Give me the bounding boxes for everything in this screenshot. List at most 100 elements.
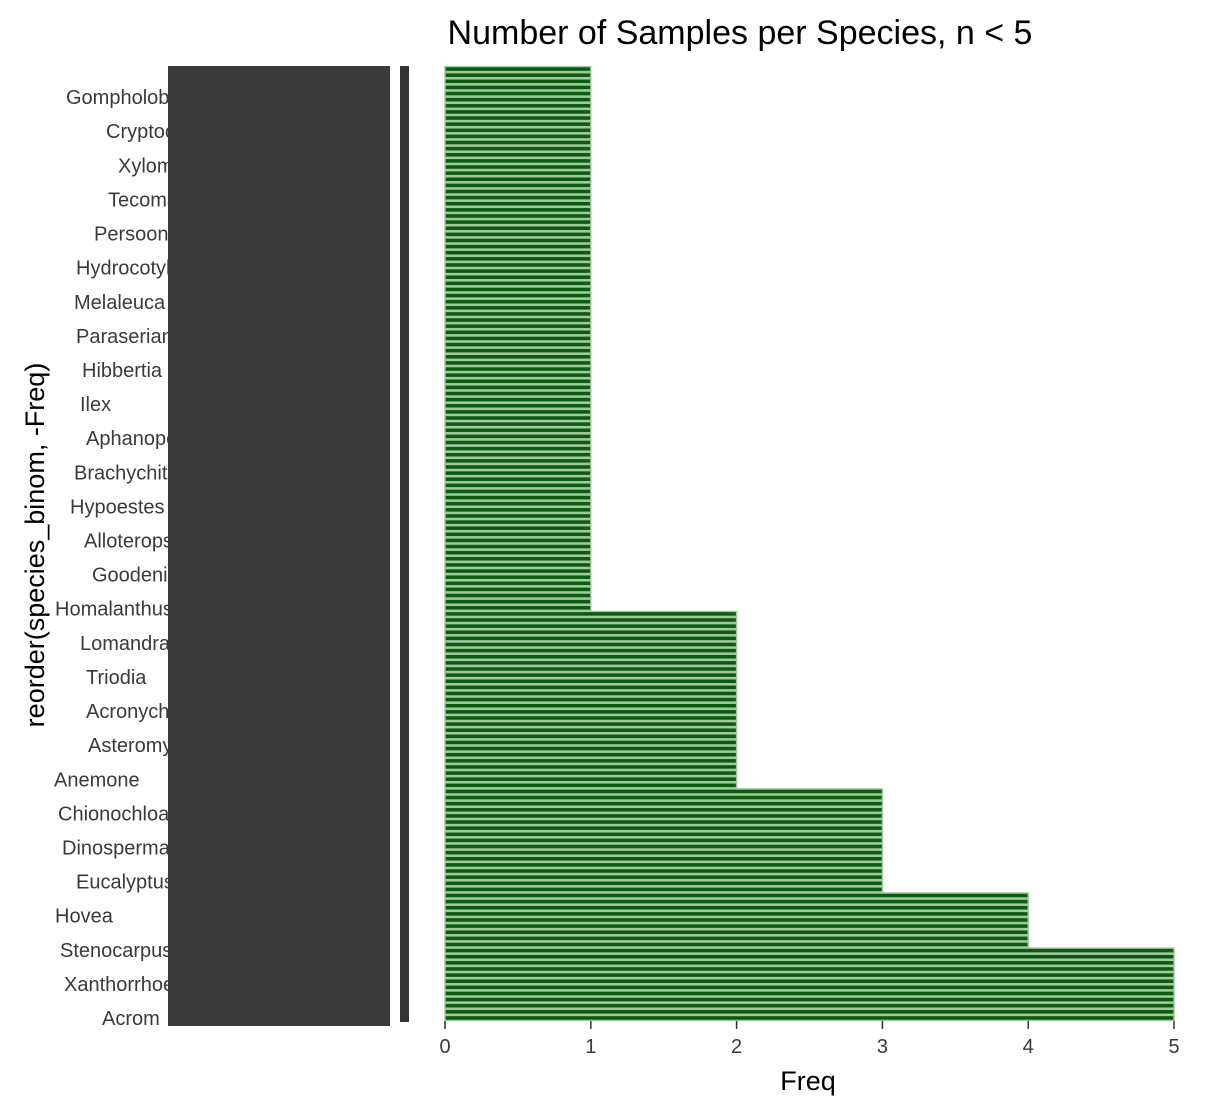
bar [444, 727, 738, 734]
bar [444, 353, 592, 360]
bar [444, 622, 738, 630]
bar [444, 84, 592, 91]
bar [444, 500, 592, 507]
bar [444, 629, 738, 636]
x-tick-label: 5 [1168, 1036, 1179, 1058]
bar [444, 1014, 1175, 1022]
bar [444, 267, 592, 275]
bar [444, 151, 592, 158]
y-tick-label: Ilex [80, 394, 111, 416]
x-axis: 0 1 2 3 4 5 [439, 1021, 1180, 1058]
bar [444, 194, 592, 201]
bar [444, 506, 592, 513]
bar [444, 451, 592, 458]
bar [444, 574, 592, 581]
bar [444, 610, 738, 618]
bar [444, 647, 738, 654]
bar [444, 806, 884, 813]
y-tick-label: Chionochloa [58, 803, 170, 825]
bar [444, 371, 592, 379]
bar [444, 751, 738, 758]
bar [444, 420, 592, 428]
bar [444, 953, 1175, 960]
bar [444, 469, 592, 477]
y-tick-label: Lomandra [80, 633, 171, 655]
bar [444, 922, 1029, 930]
bar [444, 892, 1029, 899]
bar [444, 237, 592, 244]
bar [444, 1008, 1175, 1015]
bar [444, 169, 592, 177]
bar [444, 818, 884, 826]
bar [444, 843, 884, 850]
y-axis-tick-strip [400, 66, 409, 1022]
bar [444, 145, 592, 152]
y-tick-label: Triodia [86, 667, 147, 689]
bar [444, 739, 738, 746]
bar [444, 769, 738, 777]
bar [444, 671, 738, 679]
x-tick-label: 1 [585, 1036, 596, 1058]
bar [444, 776, 738, 783]
bar [444, 580, 592, 587]
bar [444, 567, 592, 575]
x-axis-title: Freq [780, 1066, 836, 1096]
bar [444, 714, 738, 722]
bar [444, 898, 1029, 905]
bar [444, 396, 592, 403]
bar [444, 904, 1029, 911]
bar [444, 102, 592, 109]
bar [444, 665, 738, 673]
bar [444, 243, 592, 250]
x-tick-label: 3 [877, 1036, 888, 1058]
bar [444, 990, 1175, 997]
bar [444, 696, 738, 703]
bar [444, 218, 592, 226]
bar [444, 702, 738, 709]
bar [444, 996, 1175, 1003]
bar [444, 586, 592, 593]
bar [444, 274, 592, 281]
x-tick-label: 4 [1023, 1036, 1034, 1058]
bar [444, 127, 592, 134]
bar [444, 812, 884, 820]
bar [444, 323, 592, 330]
bar [444, 959, 1175, 967]
y-tick-label: Hovea [55, 906, 114, 928]
bar [444, 341, 592, 348]
bar [444, 733, 738, 740]
bar [444, 635, 738, 642]
bar [444, 831, 884, 838]
bar [444, 537, 592, 544]
bar [444, 304, 592, 311]
bar [444, 286, 592, 293]
bar [444, 463, 592, 471]
bar [444, 72, 592, 79]
bar [444, 384, 592, 391]
bar [444, 206, 592, 214]
bar [444, 359, 592, 367]
y-tick-label-blob [168, 66, 390, 1026]
y-tick-label: Eucalyptus [76, 872, 174, 894]
bar [444, 157, 592, 165]
y-tick-label: Persoonia [94, 224, 185, 246]
bar [444, 261, 592, 269]
y-tick-label: Anemone [54, 769, 140, 791]
bar [444, 782, 738, 789]
bar [444, 316, 592, 324]
bar [444, 494, 592, 501]
bar [444, 427, 592, 434]
bar [444, 255, 592, 263]
bar [444, 212, 592, 220]
bar [444, 476, 592, 483]
bar [444, 543, 592, 550]
bar [444, 329, 592, 336]
bar [444, 482, 592, 489]
y-tick-label: Gompholobium [66, 87, 202, 109]
x-tick-label: 0 [439, 1036, 450, 1058]
bar [444, 390, 592, 397]
bar [444, 867, 884, 875]
bar [444, 720, 738, 728]
bar [444, 188, 592, 195]
